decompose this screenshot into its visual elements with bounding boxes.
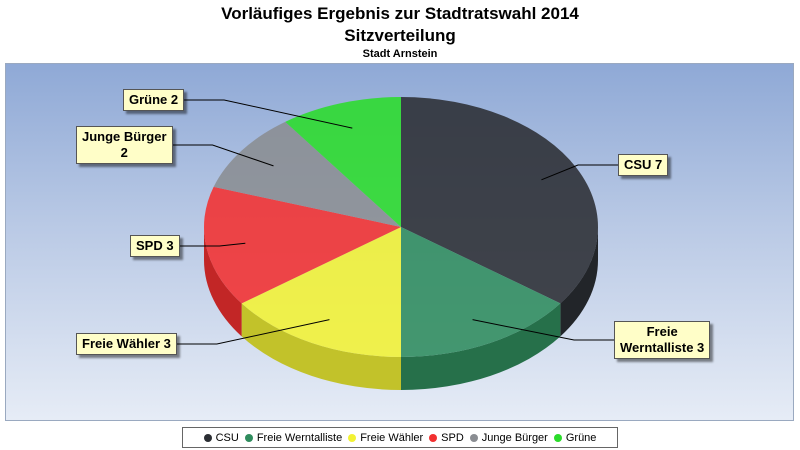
chart-caption: Stadt Arnstein xyxy=(362,48,438,60)
pie-slice-SPD[interactable] xyxy=(204,186,401,304)
slice-label-csu: CSU 7 xyxy=(618,154,669,176)
legend-label: CSU xyxy=(215,431,239,444)
legend-item-grüne: Grüne xyxy=(553,431,597,444)
slice-label-freie-werntalliste: Freie Werntalliste 3 xyxy=(614,321,711,359)
pie-side-Freie Werntalliste xyxy=(401,303,561,390)
pie-side-SPD xyxy=(204,227,242,337)
pie-slice-Freie Wähler[interactable] xyxy=(241,227,401,357)
slice-label-junge-bürger: Junge Bürger 2 xyxy=(76,126,173,164)
legend-label: Junge Bürger xyxy=(481,431,548,444)
pie-slice-CSU[interactable] xyxy=(401,97,598,304)
legend-marker xyxy=(348,433,357,442)
legend-marker xyxy=(203,433,212,442)
legend-marker xyxy=(429,433,438,442)
pie-slice-Grüne[interactable] xyxy=(285,97,401,227)
legend-item-csu: CSU xyxy=(203,431,239,444)
legend-label: Grüne xyxy=(565,431,597,444)
pie-slice-Junge Bürger[interactable] xyxy=(213,121,401,227)
pie-side-CSU xyxy=(560,227,598,337)
legend-item-freie-werntalliste: Freie Werntalliste xyxy=(244,431,343,444)
legend-item-junge-bürger: Junge Bürger xyxy=(469,431,548,444)
pie-side-Freie Wähler xyxy=(241,303,401,390)
leader-line-Freie Wähler xyxy=(176,319,330,345)
slice-label-spd: SPD 3 xyxy=(130,235,180,257)
pie-slice-Freie Werntalliste[interactable] xyxy=(401,227,561,357)
leader-line-SPD xyxy=(179,242,246,247)
legend-marker xyxy=(553,433,562,442)
leader-line-Grüne xyxy=(184,99,353,129)
legend-label: Freie Werntalliste xyxy=(256,431,343,444)
legend-item-freie-wähler: Freie Wähler xyxy=(348,432,423,444)
legend-label: SPD xyxy=(441,431,464,444)
chart-title: Vorläufiges Ergebnis zur Stadtratswahl 2… xyxy=(221,4,579,23)
legend-item-spd: SPD xyxy=(429,432,464,444)
legend-marker xyxy=(244,433,253,442)
legend-label: Freie Wähler xyxy=(360,431,424,444)
legend-marker xyxy=(469,433,478,442)
leader-line-Junge Bürger xyxy=(172,144,274,167)
legend: CSU Freie Werntalliste Freie Wähler SPD Jung… xyxy=(182,427,618,448)
leader-line-CSU xyxy=(541,164,618,181)
slice-label-freie-wähler: Freie Wähler 3 xyxy=(76,333,177,355)
chart-subtitle: Sitzverteilung xyxy=(344,26,456,45)
leader-line-Freie Werntalliste xyxy=(472,319,614,341)
slice-label-grüne: Grüne 2 xyxy=(123,89,185,111)
